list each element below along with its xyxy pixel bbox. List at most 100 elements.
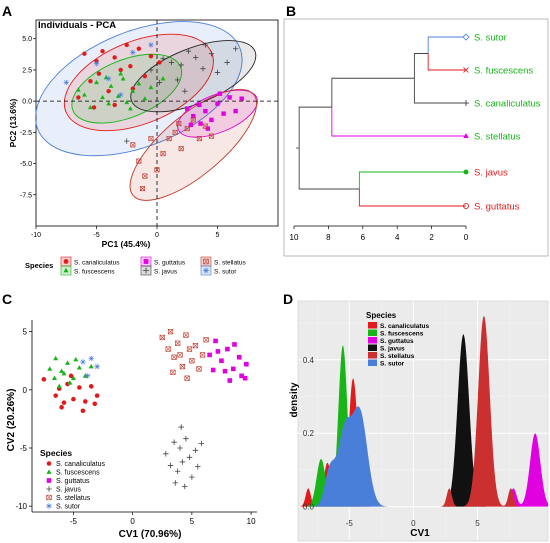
cva-series-s-sutor	[80, 355, 100, 379]
cva-y-tick-label: 0	[23, 386, 28, 395]
cva-point	[203, 337, 209, 343]
pca-point	[124, 99, 130, 105]
density-legend-label: S. fuscescens	[380, 331, 424, 338]
cva-legend-label: S. fuscescens	[56, 470, 100, 477]
cva-series-s-guttatus	[207, 338, 249, 383]
cva-point	[239, 373, 244, 379]
density-x-tick-label: 0	[411, 519, 416, 528]
cva-legend-label: S. javus	[56, 487, 81, 494]
pca-point	[139, 186, 145, 192]
pca-point	[148, 54, 154, 59]
density-y-tick-label: 0.4	[303, 356, 315, 365]
pca-y-tick-label: 5.0	[22, 36, 32, 43]
pca-point	[115, 93, 121, 98]
dendro-leaf-label-s-sutor: S. sutor	[474, 33, 507, 44]
cva-point	[88, 363, 94, 369]
cva-point	[94, 393, 100, 398]
dendro-leaf-label-s-stellatus: S. stellatus	[474, 132, 521, 143]
pca-point	[154, 167, 160, 173]
pca-legend-label: S. fuscescens	[74, 269, 115, 276]
pca-legend-marker-s-stellatus	[203, 258, 209, 265]
pca-legend-label: S. sutor	[214, 269, 237, 276]
density-y-tick-label: 0.2	[303, 429, 315, 438]
pca-point	[156, 79, 163, 86]
pca-x-tick-label: 0	[155, 232, 159, 239]
pca-point	[142, 73, 148, 79]
pca-series-s-guttatus	[185, 91, 244, 131]
cva-point	[167, 462, 174, 469]
pca-point	[172, 129, 178, 135]
pca-point	[63, 79, 69, 86]
pca-point	[174, 77, 181, 83]
density-panel: -5 0 5 0.0 0.2 0.4 CV1 density Species S. can…	[289, 300, 549, 542]
cva-point	[183, 435, 189, 442]
pca-point	[103, 74, 109, 80]
cva-point	[53, 393, 58, 398]
pca-series-s-canaliculatus	[76, 42, 162, 110]
pca-point	[188, 122, 194, 128]
pca-point	[148, 136, 154, 142]
pca-point	[120, 76, 126, 81]
pca-point	[148, 67, 154, 73]
pca-panel: Individuals - PCA PC1 (45.4%) PC2 (13.6%…	[8, 19, 279, 276]
dendro-x-tick-label: 2	[429, 233, 434, 242]
cva-point	[186, 346, 193, 352]
cva-point	[227, 378, 233, 383]
pca-legend-label: S. guttatus	[154, 260, 186, 267]
cva-point	[210, 367, 216, 373]
dendro-leaf-label-s-guttatus: S. guttatus	[474, 202, 520, 213]
cva-point	[184, 375, 190, 381]
dendrogram-frame	[283, 18, 549, 257]
pca-point	[157, 60, 162, 65]
cva-point	[207, 352, 212, 358]
cva-point	[53, 355, 59, 361]
cva-point	[94, 363, 100, 370]
dendro-x-tick-label: 0	[464, 233, 469, 242]
cva-point	[167, 329, 174, 335]
pca-points	[63, 42, 244, 192]
density-legend-swatch-s-stellatus	[368, 352, 377, 359]
cva-point	[186, 454, 193, 461]
dendro-leaf-marker	[462, 33, 470, 41]
density-legend-swatch-s-guttatus	[368, 337, 377, 344]
density-legend-label: S. guttatus	[380, 338, 414, 345]
pca-point	[136, 158, 142, 164]
pca-point	[160, 56, 166, 62]
pca-legend: Species S. canaliculatus S. guttatus S. st…	[25, 256, 247, 276]
cva-point	[67, 380, 73, 385]
pca-point	[208, 133, 214, 139]
density-x-tick-label: 5	[475, 519, 480, 528]
dendro-branch	[413, 78, 466, 104]
pca-point	[76, 95, 81, 100]
dendro-leaf-marker	[463, 169, 469, 175]
pca-legend-marker-s-javus	[143, 267, 149, 274]
pca-point	[148, 42, 154, 48]
cva-series-s-canaliculatus	[41, 373, 100, 414]
cva-point	[51, 375, 58, 381]
pca-point	[142, 173, 148, 179]
cva-point	[225, 346, 230, 352]
dendrogram: S. sutor S. fuscescens S. canaliculatus S. …	[290, 33, 541, 243]
pca-point	[88, 78, 93, 84]
density-area-s-sutor	[298, 406, 548, 507]
pca-point	[221, 111, 226, 116]
cva-point	[196, 366, 202, 372]
pca-point	[160, 151, 166, 157]
cva-legend-marker-s-stellatus	[46, 494, 52, 501]
cva-legend-marker-s-guttatus	[46, 478, 52, 483]
cva-legend-marker-s-canaliculatus	[46, 461, 52, 466]
cva-point	[68, 373, 74, 379]
dendro-leaf-label-s-canaliculatus: S. canaliculatus	[474, 99, 541, 110]
dendro-branch	[413, 53, 429, 79]
pca-point	[193, 54, 199, 61]
pca-point	[136, 81, 142, 86]
pca-point	[96, 71, 102, 76]
density-legend-swatch-s-fuscescens	[368, 329, 377, 336]
cva-legend-title: Species	[40, 448, 72, 458]
dendro-branch	[331, 77, 415, 108]
pca-point	[178, 62, 184, 68]
pca-point	[233, 108, 238, 114]
pca-point	[100, 94, 105, 100]
pca-point	[208, 51, 215, 57]
pca-point	[190, 117, 196, 123]
